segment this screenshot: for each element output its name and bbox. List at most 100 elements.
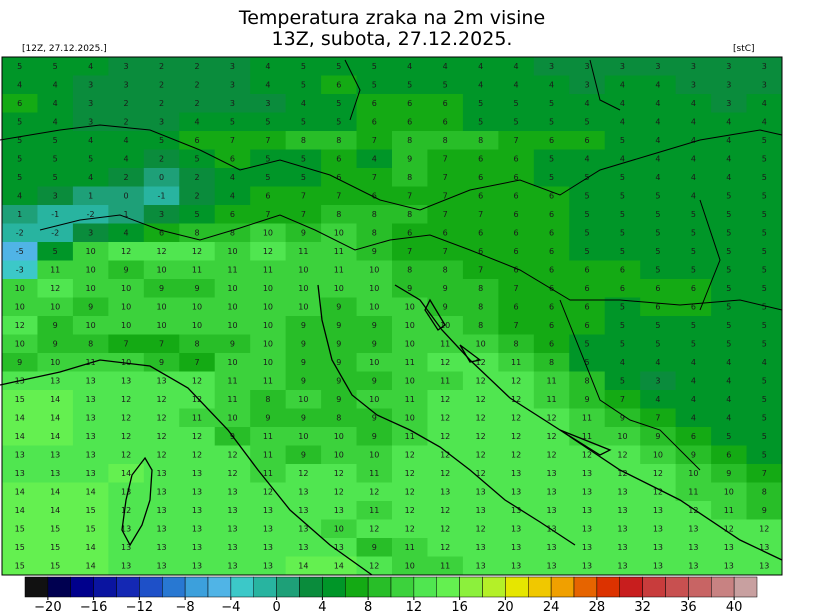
temperature-value: 12	[192, 395, 202, 404]
temperature-value: 4	[620, 154, 625, 163]
temperature-cell	[711, 75, 748, 95]
temperature-value: 5	[514, 99, 519, 108]
colorbar-box	[367, 576, 392, 598]
temperature-value: 5	[301, 80, 306, 89]
temperature-cell	[569, 408, 606, 428]
temperature-value: 4	[726, 413, 731, 422]
temperature-value: 6	[726, 450, 731, 459]
temperature-value: 6	[443, 117, 448, 126]
temperature-cell	[498, 149, 535, 169]
temperature-value: 5	[53, 154, 58, 163]
temperature-value: 5	[620, 339, 625, 348]
temperature-value: 10	[121, 302, 131, 311]
temperature-value: 12	[121, 247, 131, 256]
temperature-cell	[498, 205, 535, 224]
temperature-cell	[569, 482, 606, 502]
temperature-cell	[675, 556, 712, 576]
temperature-value: 11	[405, 395, 415, 404]
temperature-cell	[746, 390, 783, 409]
temperature-value: 3	[159, 117, 164, 126]
temperature-value: 5	[620, 376, 625, 385]
temperature-value: 13	[15, 450, 25, 459]
temperature-cell	[179, 408, 216, 428]
temperature-value: 5	[194, 210, 199, 219]
temperature-cell	[392, 168, 428, 187]
temperature-value: 5	[88, 154, 93, 163]
temperature-value: 5	[336, 117, 341, 126]
temperature-value: 9	[372, 432, 377, 441]
temperature-value: 5	[691, 210, 696, 219]
temperature-cell	[179, 427, 216, 446]
temperature-value: 4	[372, 154, 377, 163]
temperature-cell	[321, 390, 358, 409]
temperature-value: 8	[336, 210, 341, 219]
temperature-value: 3	[124, 62, 129, 71]
temperature-value: 12	[156, 450, 166, 459]
temperature-value: 2	[194, 173, 199, 182]
temperature-cell	[37, 186, 74, 206]
temperature-cell	[108, 519, 145, 539]
temperature-value: 4	[53, 117, 58, 126]
temperature-cell	[214, 279, 251, 298]
temperature-cell	[533, 482, 570, 502]
temperature-value: 6	[478, 191, 483, 200]
temperature-cell	[533, 371, 570, 391]
temperature-cell	[285, 297, 322, 317]
temperature-cell	[533, 408, 570, 428]
temperature-cell	[604, 334, 641, 354]
temperature-cell	[108, 445, 145, 465]
temperature-value: 9	[407, 284, 412, 293]
temperature-value: 5	[265, 154, 270, 163]
temperature-cell	[392, 464, 428, 483]
temperature-value: 5	[726, 265, 731, 274]
temperature-value: 6	[478, 228, 483, 237]
temperature-value: 10	[121, 284, 131, 293]
temperature-cell	[640, 112, 677, 132]
temperature-value: 3	[230, 62, 235, 71]
temperature-value: 13	[476, 543, 486, 552]
temperature-cell	[285, 482, 322, 502]
colorbar-box	[573, 576, 598, 598]
temperature-value: 2	[159, 154, 164, 163]
temperature-cell	[143, 131, 180, 150]
colorbar-label: 16	[451, 600, 468, 615]
temperature-value: 7	[407, 247, 412, 256]
temperature-value: 10	[334, 228, 344, 237]
temperature-value: 11	[440, 376, 450, 385]
temperature-value: 5	[372, 62, 377, 71]
temperature-value: 5	[762, 136, 767, 145]
temperature-cell	[321, 445, 358, 465]
temperature-value: 11	[227, 395, 237, 404]
temperature-value: 13	[511, 487, 521, 496]
temperature-value: 12	[476, 358, 486, 367]
temperature-cell	[108, 205, 145, 224]
temperature-cell	[37, 279, 74, 298]
temperature-value: 10	[227, 321, 237, 330]
temperature-cell	[37, 427, 74, 446]
colorbar-box	[116, 576, 140, 598]
temperature-value: 13	[298, 524, 308, 533]
temperature-value: 8	[443, 265, 448, 274]
temperature-cell	[72, 131, 109, 150]
temperature-value: 10	[156, 265, 166, 274]
temperature-cell	[356, 112, 393, 132]
temperature-cell	[179, 149, 216, 169]
temperature-cell	[675, 316, 712, 335]
temperature-value: 12	[582, 450, 592, 459]
temperature-value: 4	[655, 154, 660, 163]
temperature-cell	[72, 205, 109, 224]
temperature-value: 12	[476, 413, 486, 422]
border	[39, 214, 783, 311]
temperature-cell	[392, 501, 428, 520]
temperature-cell	[711, 556, 748, 576]
temperature-cell	[392, 279, 428, 298]
temperature-value: 8	[372, 228, 377, 237]
temperature-value: 5	[194, 154, 199, 163]
temperature-cell	[427, 75, 464, 95]
temperature-cell	[356, 260, 393, 280]
temperature-value: 4	[691, 191, 696, 200]
temperature-cell	[143, 334, 180, 354]
colorbar-box	[688, 576, 712, 598]
temperature-cell	[321, 538, 358, 557]
temperature-value: 12	[121, 506, 131, 515]
